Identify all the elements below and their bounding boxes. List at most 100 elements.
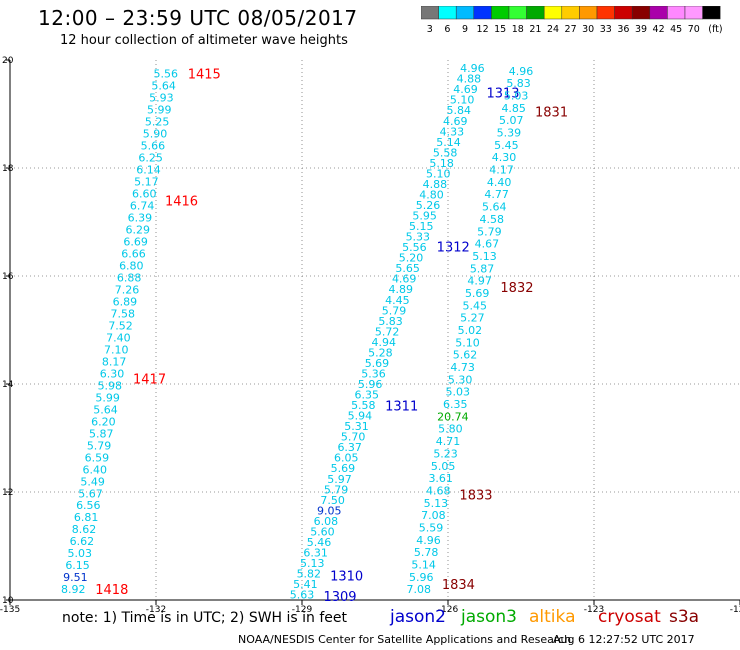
colorbar-swatch	[631, 6, 651, 20]
wave-height-label: 6.35	[443, 398, 468, 411]
legend-s3a: s3a	[669, 607, 700, 627]
wave-height-label: 5.64	[151, 79, 176, 92]
wave-height-label: 5.10	[455, 336, 480, 349]
wave-height-label: 4.69	[443, 115, 468, 128]
x-tick-label: -120	[730, 605, 740, 615]
wave-height-label: 6.59	[85, 451, 110, 464]
pass-time-label: 1834	[442, 578, 475, 593]
wave-height-label: 4.94	[372, 336, 397, 349]
wave-height-label: 3.61	[428, 472, 453, 485]
wave-height-label: 5.56	[153, 68, 178, 81]
wave-height-label: 5.10	[426, 167, 451, 180]
pass-time-label: 1415	[188, 68, 221, 83]
colorbar-swatch	[438, 6, 457, 20]
wave-height-label: 5.90	[143, 127, 168, 140]
legend-jason3: jason3	[461, 607, 517, 627]
y-tick-label: 14	[2, 380, 14, 390]
wave-height-label: 4.68	[426, 484, 451, 497]
wave-height-label: 6.14	[136, 163, 161, 176]
colorbar-label: 3	[427, 24, 433, 35]
legend-cryosat: cryosat	[598, 607, 661, 627]
wave-height-label: 7.40	[106, 331, 131, 344]
wave-height-label: 5.63	[290, 589, 315, 602]
wave-height-label: 5.99	[95, 391, 120, 404]
wave-height-label: 5.59	[419, 521, 444, 534]
legend-jason2: jason2	[390, 607, 446, 627]
wave-height-label: 5.87	[89, 427, 114, 440]
wave-height-label: 6.80	[119, 259, 144, 272]
colorbar-label: 45	[670, 24, 682, 35]
wave-height-label: 5.49	[80, 475, 105, 488]
wave-height-label: 9.51	[63, 571, 88, 584]
pass-time-label: 1833	[459, 489, 492, 504]
x-tick-label: -135	[0, 605, 20, 615]
wave-height-label: 5.69	[465, 287, 490, 300]
y-tick-label: 16	[2, 272, 14, 282]
pass-time-label: 1832	[500, 281, 533, 296]
colorbar-swatch	[526, 6, 545, 20]
wave-height-label: 5.14	[411, 559, 436, 572]
wave-height-label: 6.31	[303, 546, 328, 559]
wave-height-label: 5.66	[141, 139, 166, 152]
wave-height-label: 4.88	[457, 73, 482, 86]
y-tick-label: 10	[2, 596, 14, 606]
wave-height-label: 5.69	[365, 357, 390, 370]
wave-height-label: 5.64	[482, 201, 507, 214]
wave-height-label: 4.96	[509, 65, 534, 78]
wave-height-label: 6.66	[121, 247, 146, 260]
wave-height-label: 6.88	[117, 271, 142, 284]
wave-height-label: 5.27	[460, 312, 485, 325]
wave-height-label: 5.82	[297, 568, 322, 581]
pass-time-label: 1311	[385, 400, 418, 415]
wave-height-label: 5.39	[497, 127, 522, 140]
wave-height-label: 5.13	[300, 557, 325, 570]
colorbar-label: 9	[462, 24, 468, 35]
wave-height-label: 5.94	[348, 410, 373, 423]
wave-height-label: 5.03	[67, 547, 92, 560]
pass-time-label: 1309	[323, 590, 356, 605]
colorbar-swatch	[579, 6, 598, 20]
legend-altika: altika	[529, 607, 576, 627]
wave-height-label: 4.69	[392, 273, 417, 286]
wave-height-label: 5.65	[395, 262, 420, 275]
wave-height-label: 7.10	[104, 343, 129, 356]
colorbar-swatch	[508, 6, 527, 20]
wave-height-label: 5.67	[78, 487, 103, 500]
wave-height-label: 5.83	[378, 315, 403, 328]
wave-height-label: 6.35	[354, 389, 379, 402]
colorbar-label: 42	[653, 24, 665, 35]
wave-height-label: 6.29	[126, 223, 151, 236]
pass-time-label: 1312	[437, 240, 470, 255]
wave-height-label: 6.62	[70, 535, 95, 548]
wave-height-label: 5.70	[341, 431, 366, 444]
x-tick-label: -132	[146, 605, 166, 615]
colorbar-swatch	[473, 6, 492, 20]
wave-height-label: 5.98	[98, 379, 123, 392]
y-tick-label: 12	[2, 488, 13, 498]
wave-height-label: 4.45	[385, 294, 410, 307]
colorbar-swatch	[667, 6, 686, 20]
wave-height-label: 5.99	[147, 103, 172, 116]
colorbar-swatch	[455, 6, 475, 20]
footnote: note: 1) Time is in UTC; 2) SWH is in fe…	[62, 610, 348, 626]
x-tick-label: -126	[438, 605, 459, 615]
wave-height-label: 6.15	[65, 559, 90, 572]
wave-height-label: 5.20	[399, 252, 424, 265]
wave-height-label: 5.69	[331, 462, 356, 475]
colorbar-swatch	[421, 6, 439, 20]
wave-height-label: 5.26	[416, 199, 441, 212]
y-tick-label: 18	[2, 164, 14, 174]
wave-height-label: 4.96	[416, 534, 441, 547]
wave-height-label: 5.79	[382, 304, 407, 317]
wave-height-label: 5.05	[431, 460, 456, 473]
credit-line: NOAA/NESDIS Center for Satellite Applica…	[238, 633, 572, 646]
colorbar-label: 70	[688, 24, 700, 35]
pass-time-label: 1416	[165, 194, 198, 209]
colorbar-swatch	[543, 6, 563, 20]
wave-height-label: 5.97	[327, 473, 352, 486]
wave-height-label: 5.93	[149, 91, 174, 104]
wave-height-label: 5.03	[445, 386, 470, 399]
wave-height-label: 5.18	[429, 157, 454, 170]
colorbar-swatch	[491, 6, 510, 20]
